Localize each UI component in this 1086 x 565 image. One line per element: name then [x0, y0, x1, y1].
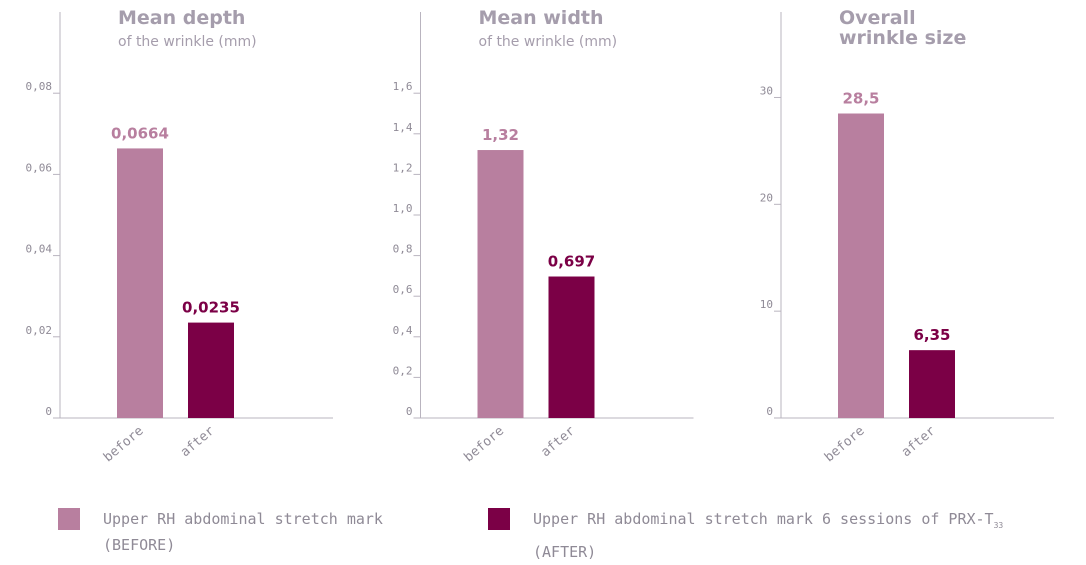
legend-subscript: 33 [993, 521, 1004, 530]
y-tick-label: 1,4 [393, 121, 413, 134]
chart-subtitle: of the wrinkle (mm) [478, 34, 618, 50]
y-tick-label: 0 [766, 405, 773, 418]
legend-label: Upper RH abdominal stretch mark (BEFORE) [103, 506, 383, 558]
y-tick-label: 0,6 [393, 283, 413, 296]
value-label: 1,32 [482, 126, 519, 144]
x-tick-label: before [822, 423, 868, 465]
y-tick-label: 20 [760, 191, 773, 204]
bar [909, 350, 955, 418]
y-tick-label: 0 [406, 405, 413, 418]
y-tick-label: 0 [45, 405, 52, 418]
x-tick-label: before [461, 423, 507, 465]
value-label: 0,697 [548, 253, 595, 271]
x-tick-label: after [538, 423, 578, 460]
bar [117, 148, 163, 418]
y-tick-label: 0,06 [26, 161, 53, 174]
value-label: 28,5 [842, 90, 879, 108]
x-tick-label: after [899, 423, 939, 460]
legend-swatch [58, 508, 80, 530]
bar [188, 322, 234, 418]
y-tick-label: 1,6 [393, 80, 413, 93]
legend-note: (BEFORE) [103, 536, 176, 554]
legend-note: (AFTER) [533, 543, 597, 561]
y-tick-label: 0,08 [26, 80, 53, 93]
chart-title: Mean width [478, 7, 604, 29]
legend-text: Upper RH abdominal stretch mark 6 sessio… [533, 510, 994, 528]
y-tick-label: 1,0 [393, 202, 413, 215]
y-tick-label: 0,04 [26, 243, 53, 256]
value-label: 6,35 [913, 326, 950, 344]
y-tick-label: 0,2 [393, 364, 413, 377]
bar [477, 150, 524, 419]
x-tick-label: after [178, 423, 218, 460]
y-tick-label: 0,02 [26, 324, 53, 337]
legend-swatch [488, 508, 510, 530]
y-tick-label: 30 [760, 84, 773, 97]
chart-subtitle: of the wrinkle (mm) [118, 34, 257, 50]
y-tick-label: 10 [760, 298, 773, 311]
x-tick-label: before [101, 423, 147, 465]
legend-text: Upper RH abdominal stretch mark [103, 510, 383, 528]
value-label: 0,0664 [111, 124, 169, 142]
chart-title: Mean depth [118, 7, 246, 29]
y-tick-label: 0,4 [393, 324, 413, 337]
y-tick-label: 1,2 [393, 161, 413, 174]
value-label: 0,0235 [182, 299, 240, 317]
y-tick-label: 0,8 [393, 243, 413, 256]
charts: 0 0,02 0,04 0,06 0,08 0,0664 before 0,0235 after… [26, 12, 1054, 465]
bar [548, 276, 595, 418]
chart-title: Overall wrinkle size [839, 7, 967, 49]
bar [838, 113, 884, 418]
legend-label: Upper RH abdominal stretch mark 6 sessio… [533, 506, 1003, 565]
